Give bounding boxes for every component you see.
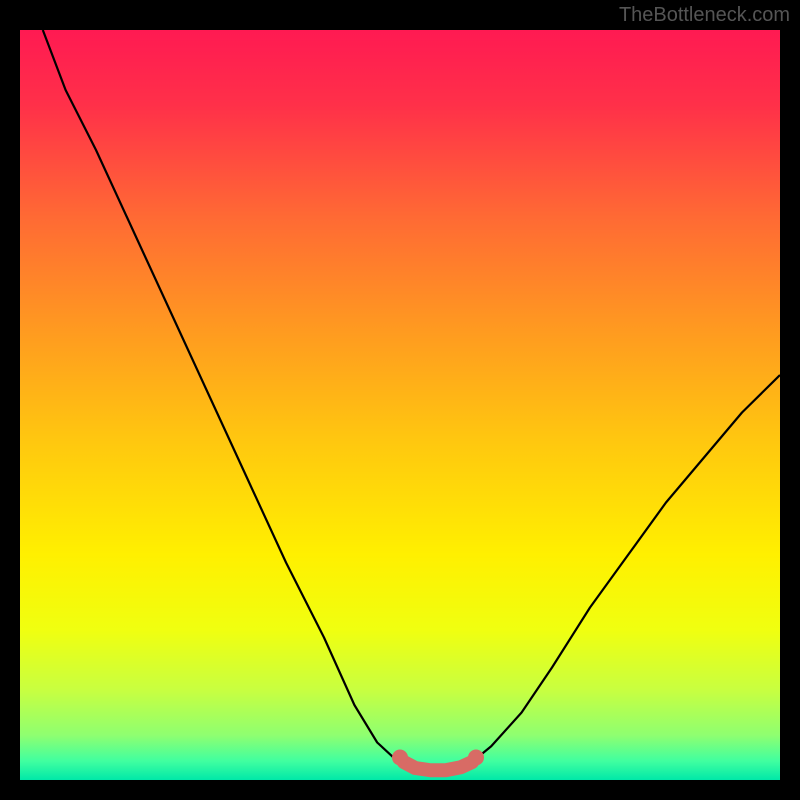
bottleneck-curve-chart <box>20 30 780 780</box>
plot-area <box>20 30 780 780</box>
chart-frame: TheBottleneck.com <box>0 0 800 800</box>
watermark-text: TheBottleneck.com <box>619 4 790 27</box>
optimal-range-marker-right <box>468 750 484 766</box>
gradient-background <box>20 30 780 780</box>
optimal-range-marker-left <box>392 750 408 766</box>
